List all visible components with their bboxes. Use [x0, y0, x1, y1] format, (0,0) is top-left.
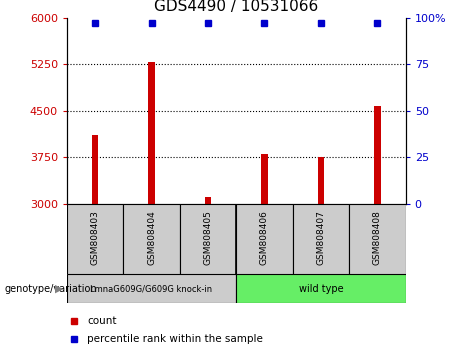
Bar — [349, 204, 406, 274]
Bar — [180, 204, 236, 274]
Bar — [318, 157, 325, 204]
Text: GSM808404: GSM808404 — [147, 210, 156, 265]
Bar — [148, 62, 155, 204]
Bar — [92, 135, 99, 204]
Title: GDS4490 / 10531066: GDS4490 / 10531066 — [154, 0, 319, 14]
Bar — [293, 204, 349, 274]
Bar — [374, 105, 381, 204]
Text: GSM808408: GSM808408 — [373, 210, 382, 265]
Text: GSM808403: GSM808403 — [90, 210, 100, 265]
Bar — [236, 204, 293, 274]
Text: genotype/variation: genotype/variation — [5, 284, 97, 293]
Text: GSM808407: GSM808407 — [316, 210, 325, 265]
Text: ▶: ▶ — [55, 284, 64, 293]
Text: GSM808405: GSM808405 — [203, 210, 213, 265]
Bar — [205, 198, 212, 204]
Text: count: count — [87, 316, 117, 326]
Bar — [123, 204, 180, 274]
Text: wild type: wild type — [299, 284, 343, 293]
Bar — [236, 274, 406, 303]
Text: LmnaG609G/G609G knock-in: LmnaG609G/G609G knock-in — [90, 284, 213, 293]
Bar — [67, 274, 236, 303]
Bar — [67, 204, 123, 274]
Text: GSM808406: GSM808406 — [260, 210, 269, 265]
Text: percentile rank within the sample: percentile rank within the sample — [87, 334, 263, 344]
Bar — [261, 154, 268, 204]
